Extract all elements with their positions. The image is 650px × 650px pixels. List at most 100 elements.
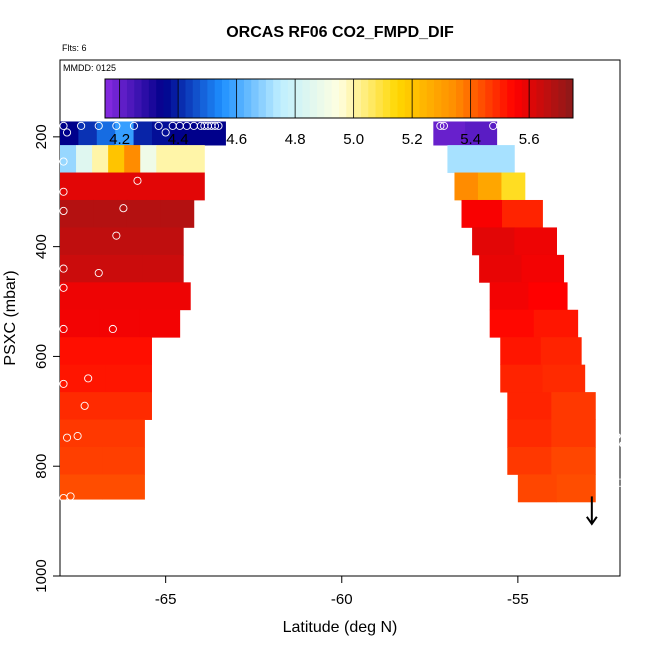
- colorbar-segment: [214, 79, 223, 118]
- y-tick-label: 200: [33, 124, 50, 149]
- flight-point: [154, 121, 163, 130]
- y-axis-label: PSXC (mbar): [2, 270, 19, 365]
- flight-point: [436, 121, 445, 130]
- heat-cell: [461, 199, 503, 228]
- colorbar-segment: [170, 79, 179, 118]
- y-tick-label: 1000: [33, 559, 50, 592]
- colorbar-segment: [163, 79, 172, 118]
- colorbar-segment: [148, 79, 157, 118]
- colorbar-segment: [558, 79, 567, 118]
- colorbar-segment: [382, 79, 391, 118]
- flight-point: [62, 433, 72, 442]
- heat-cell: [551, 447, 596, 475]
- heat-cell: [433, 121, 466, 146]
- heat-cell: [454, 172, 479, 201]
- flight-point: [59, 264, 68, 273]
- heat-cell: [146, 172, 176, 201]
- heat-cell: [102, 419, 145, 448]
- colorbar-tick-label: 4.2: [109, 131, 130, 148]
- flight-point: [129, 121, 139, 130]
- flight-point: [59, 493, 68, 503]
- colorbar-segment: [404, 79, 413, 118]
- flight-point: [612, 431, 621, 441]
- heat-cell: [172, 145, 189, 173]
- colorbar-segment: [331, 79, 340, 118]
- heat-cell: [542, 364, 586, 393]
- colorbar-frame: [104, 78, 574, 119]
- flight-point: [598, 363, 607, 372]
- heat-cell: [102, 474, 145, 500]
- heat-cell: [477, 172, 502, 201]
- flight-track-points: [59, 121, 628, 503]
- colorbar-segment: [185, 79, 194, 118]
- flight-point: [94, 268, 103, 278]
- heat-cell: [105, 392, 152, 420]
- colorbar-tick-label: 4.4: [168, 131, 189, 148]
- colorbar-segment: [112, 79, 121, 118]
- colorbar-segment: [295, 79, 303, 118]
- colorbar-segment: [141, 79, 150, 118]
- flights-note: Flts: 6: [62, 43, 87, 53]
- heat-cell: [142, 227, 184, 256]
- heat-cell: [514, 227, 557, 256]
- heat-cell: [60, 172, 90, 201]
- flight-point: [619, 440, 628, 449]
- colorbar-segment: [105, 79, 113, 118]
- x-tick-label: -55: [507, 591, 529, 608]
- colorbar-segment: [514, 79, 523, 118]
- chart-title: ORCAS RF06 CO2_FMPD_DIF: [226, 24, 454, 41]
- colorbar-segment: [324, 79, 333, 118]
- colorbar-segment: [200, 79, 208, 118]
- flight-point: [84, 374, 93, 383]
- flight-point: [534, 144, 544, 153]
- heat-cell: [126, 199, 161, 228]
- heat-cell: [156, 145, 173, 173]
- heat-cell: [170, 121, 190, 146]
- heat-cell: [507, 392, 552, 420]
- heat-cell: [117, 172, 148, 201]
- heat-cell: [101, 227, 143, 256]
- flight-point: [59, 324, 68, 334]
- x-tick-label: -60: [331, 591, 353, 608]
- heat-cell: [96, 121, 116, 146]
- date-note: MMDD: 0125: [63, 63, 116, 73]
- heat-cell: [142, 254, 184, 283]
- flight-point: [556, 198, 565, 207]
- flight-point: [73, 431, 82, 441]
- y-tick-label: 800: [33, 454, 50, 479]
- flight-point: [59, 379, 68, 388]
- colorbar-tick-label: 5.4: [460, 131, 481, 148]
- heat-cell: [551, 419, 596, 448]
- wind-arrow: [586, 496, 598, 526]
- flight-point: [210, 121, 220, 130]
- colorbar-segment: [222, 79, 230, 118]
- colorbar-segment: [368, 79, 377, 118]
- flight-point: [527, 125, 537, 134]
- colorbar: 4.2 4.4 4.6 4.8 5.0 5.2 5.4 5.6: [104, 78, 574, 148]
- heat-cell: [188, 121, 208, 146]
- heat-cell: [465, 121, 498, 146]
- heat-cell: [160, 199, 195, 228]
- heat-cell: [60, 337, 107, 366]
- heat-cell: [489, 282, 529, 311]
- heat-cell: [489, 309, 535, 338]
- y-tick-label: 600: [33, 344, 50, 369]
- colorbar-segment: [434, 79, 442, 118]
- heat-cell: [105, 337, 152, 366]
- flight-point: [570, 223, 579, 232]
- heat-cell: [528, 282, 568, 311]
- flight-point: [80, 401, 89, 410]
- flight-point: [587, 286, 596, 295]
- colorbar-segment: [126, 79, 135, 118]
- heatmap-cells: [60, 121, 596, 503]
- colorbar-segment: [119, 79, 128, 118]
- flight-point: [112, 231, 121, 240]
- colorbar-segment: [302, 79, 311, 118]
- heat-cell: [60, 392, 107, 420]
- flight-point: [545, 160, 554, 169]
- flight-point: [59, 187, 68, 196]
- colorbar-segment: [499, 79, 508, 118]
- heat-cell: [507, 419, 552, 448]
- heat-cell: [188, 145, 205, 173]
- heat-cell: [103, 282, 148, 311]
